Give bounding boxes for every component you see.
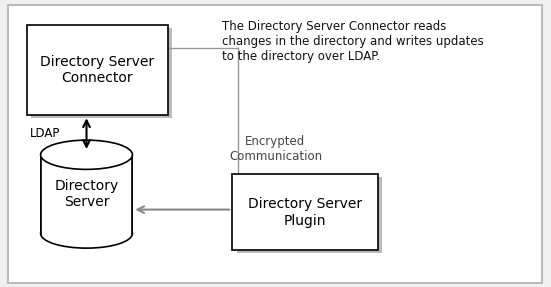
Text: Directory
Server: Directory Server bbox=[55, 179, 118, 209]
Text: LDAP: LDAP bbox=[30, 127, 60, 140]
FancyBboxPatch shape bbox=[27, 25, 168, 115]
Ellipse shape bbox=[41, 140, 132, 169]
Text: Encrypted
Communication: Encrypted Communication bbox=[229, 135, 322, 163]
Text: Directory Server
Connector: Directory Server Connector bbox=[40, 55, 154, 86]
Text: The Directory Server Connector reads
changes in the directory and writes updates: The Directory Server Connector reads cha… bbox=[222, 20, 483, 63]
Bar bbox=[41, 155, 132, 234]
FancyBboxPatch shape bbox=[31, 28, 172, 118]
Text: Directory Server
Plugin: Directory Server Plugin bbox=[248, 197, 362, 228]
FancyBboxPatch shape bbox=[236, 177, 382, 253]
FancyBboxPatch shape bbox=[233, 174, 378, 250]
Ellipse shape bbox=[41, 219, 132, 248]
FancyBboxPatch shape bbox=[8, 5, 542, 283]
